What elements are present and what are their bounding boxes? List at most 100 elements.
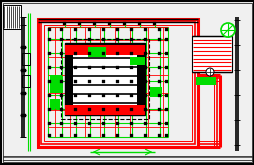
- Bar: [74, 51, 77, 54]
- Bar: [165, 94, 168, 97]
- Circle shape: [205, 68, 213, 76]
- Bar: [73, 51, 136, 107]
- Bar: [48, 133, 51, 136]
- Bar: [88, 51, 91, 54]
- Bar: [123, 22, 126, 25]
- Bar: [21, 92, 26, 95]
- Bar: [88, 121, 91, 125]
- Bar: [74, 80, 77, 82]
- Bar: [116, 94, 119, 97]
- Bar: [158, 108, 161, 111]
- Circle shape: [220, 23, 234, 37]
- Bar: [158, 51, 161, 54]
- Bar: [130, 57, 145, 65]
- Bar: [158, 28, 161, 31]
- Bar: [74, 94, 77, 97]
- Bar: [60, 133, 63, 136]
- Bar: [48, 80, 51, 82]
- Bar: [130, 94, 133, 97]
- Bar: [22, 75, 30, 87]
- Bar: [144, 133, 147, 136]
- Bar: [116, 133, 119, 136]
- Bar: [144, 80, 147, 82]
- Bar: [116, 80, 119, 82]
- Bar: [60, 51, 63, 54]
- Bar: [88, 108, 91, 111]
- Bar: [102, 94, 105, 97]
- Bar: [78, 22, 81, 25]
- Bar: [74, 37, 77, 40]
- Bar: [116, 108, 119, 111]
- Bar: [21, 68, 26, 71]
- Bar: [22, 53, 30, 65]
- Bar: [165, 108, 168, 111]
- Bar: [74, 133, 77, 136]
- Bar: [21, 114, 26, 116]
- Bar: [93, 22, 96, 25]
- Bar: [88, 94, 91, 97]
- Bar: [158, 80, 161, 82]
- Bar: [165, 133, 168, 136]
- Bar: [130, 37, 133, 40]
- Bar: [144, 121, 147, 125]
- Bar: [116, 121, 119, 125]
- Bar: [116, 66, 119, 68]
- Bar: [144, 37, 147, 40]
- Bar: [144, 108, 147, 111]
- Bar: [60, 28, 63, 31]
- Bar: [88, 47, 106, 57]
- Bar: [153, 22, 156, 25]
- Bar: [130, 66, 133, 68]
- Bar: [48, 108, 51, 111]
- Bar: [130, 80, 133, 82]
- Bar: [74, 28, 77, 31]
- Bar: [88, 80, 91, 82]
- Bar: [144, 28, 147, 31]
- Bar: [60, 108, 63, 111]
- Bar: [191, 36, 231, 72]
- Bar: [165, 28, 168, 31]
- Bar: [61, 39, 148, 119]
- Bar: [102, 108, 105, 111]
- Bar: [60, 37, 63, 40]
- Bar: [60, 94, 63, 97]
- Bar: [158, 66, 161, 68]
- Bar: [3, 5, 21, 29]
- Bar: [158, 133, 161, 136]
- Bar: [74, 121, 77, 125]
- Bar: [165, 37, 168, 40]
- Bar: [130, 121, 133, 125]
- Bar: [74, 108, 77, 111]
- Bar: [102, 66, 105, 68]
- Bar: [60, 121, 63, 125]
- Bar: [138, 22, 141, 25]
- Bar: [65, 43, 145, 115]
- Bar: [130, 51, 133, 54]
- Bar: [48, 28, 51, 31]
- Bar: [74, 66, 77, 68]
- Bar: [102, 80, 105, 82]
- Bar: [158, 94, 161, 97]
- Bar: [65, 45, 145, 55]
- Bar: [116, 51, 119, 54]
- Bar: [41, 22, 194, 144]
- Bar: [88, 28, 91, 31]
- Bar: [165, 80, 168, 82]
- Bar: [102, 28, 105, 31]
- Bar: [60, 66, 63, 68]
- Bar: [21, 46, 26, 49]
- Bar: [48, 121, 51, 125]
- Bar: [116, 37, 119, 40]
- Bar: [102, 37, 105, 40]
- Bar: [50, 99, 60, 109]
- Bar: [149, 87, 161, 97]
- Bar: [50, 75, 62, 93]
- Bar: [48, 94, 51, 97]
- Bar: [48, 37, 51, 40]
- Bar: [102, 121, 105, 125]
- Bar: [165, 51, 168, 54]
- Bar: [88, 66, 91, 68]
- Bar: [102, 51, 105, 54]
- Bar: [48, 66, 51, 68]
- Bar: [60, 80, 63, 82]
